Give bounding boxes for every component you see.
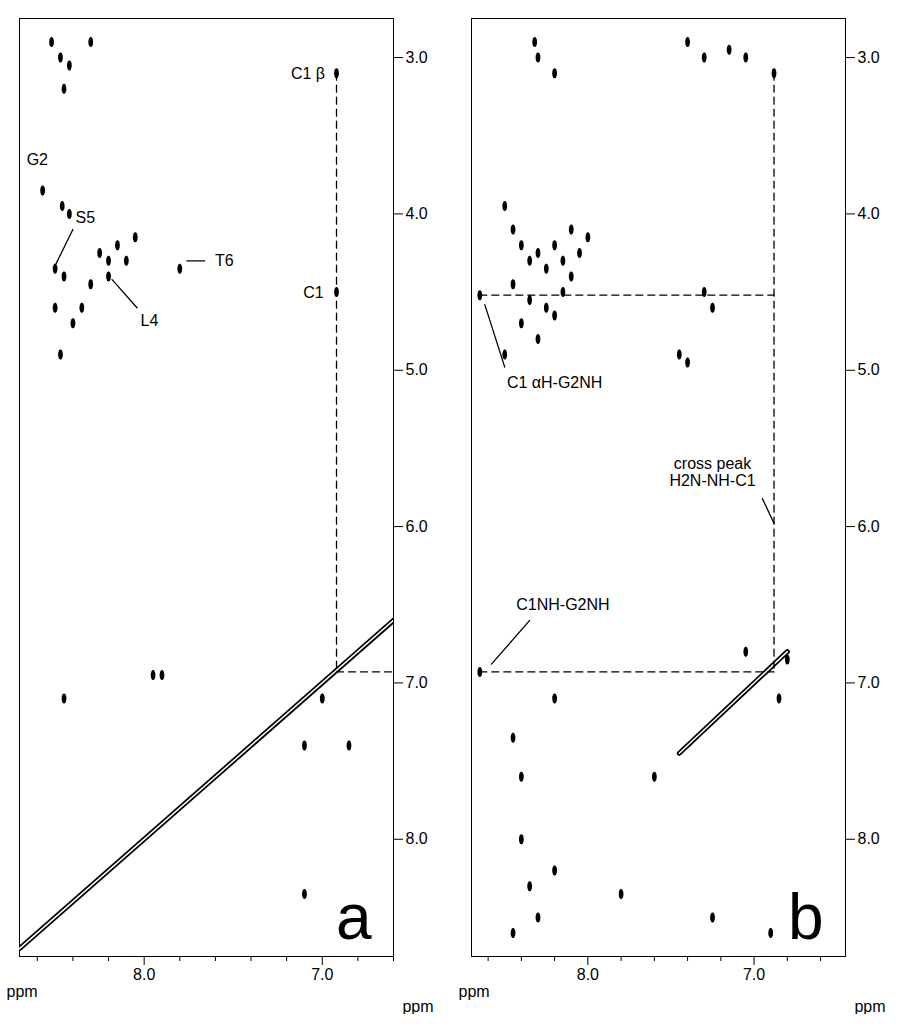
svg-text:C1 αH-G2NH: C1 αH-G2NH <box>507 374 602 391</box>
svg-text:ppm: ppm <box>402 998 433 1015</box>
svg-text:T6: T6 <box>215 252 234 269</box>
svg-text:4.0: 4.0 <box>406 205 428 222</box>
svg-text:8.0: 8.0 <box>406 830 428 847</box>
svg-text:6.0: 6.0 <box>858 518 880 535</box>
svg-text:7.0: 7.0 <box>406 674 428 691</box>
svg-text:5.0: 5.0 <box>406 361 428 378</box>
svg-text:7.0: 7.0 <box>743 966 765 983</box>
svg-text:ppm: ppm <box>854 998 885 1015</box>
svg-text:G2: G2 <box>27 151 48 168</box>
svg-text:b: b <box>788 881 824 953</box>
svg-text:3.0: 3.0 <box>858 49 880 66</box>
svg-text:ppm: ppm <box>7 983 38 1000</box>
svg-text:7.0: 7.0 <box>858 674 880 691</box>
svg-text:a: a <box>336 881 372 953</box>
svg-text:L4: L4 <box>141 312 159 329</box>
svg-text:C1: C1 <box>303 284 324 301</box>
svg-text:C1 β: C1 β <box>291 65 325 82</box>
svg-text:7.0: 7.0 <box>311 966 333 983</box>
svg-text:cross peakH2N-NH-C1: cross peakH2N-NH-C1 <box>669 455 755 490</box>
svg-text:C1NH-G2NH: C1NH-G2NH <box>516 596 609 613</box>
svg-text:8.0: 8.0 <box>858 830 880 847</box>
svg-text:4.0: 4.0 <box>858 205 880 222</box>
svg-text:8.0: 8.0 <box>577 966 599 983</box>
svg-text:5.0: 5.0 <box>858 361 880 378</box>
svg-text:ppm: ppm <box>459 983 490 1000</box>
svg-text:S5: S5 <box>76 209 96 226</box>
svg-text:3.0: 3.0 <box>406 49 428 66</box>
svg-text:6.0: 6.0 <box>406 518 428 535</box>
svg-text:8.0: 8.0 <box>133 966 155 983</box>
